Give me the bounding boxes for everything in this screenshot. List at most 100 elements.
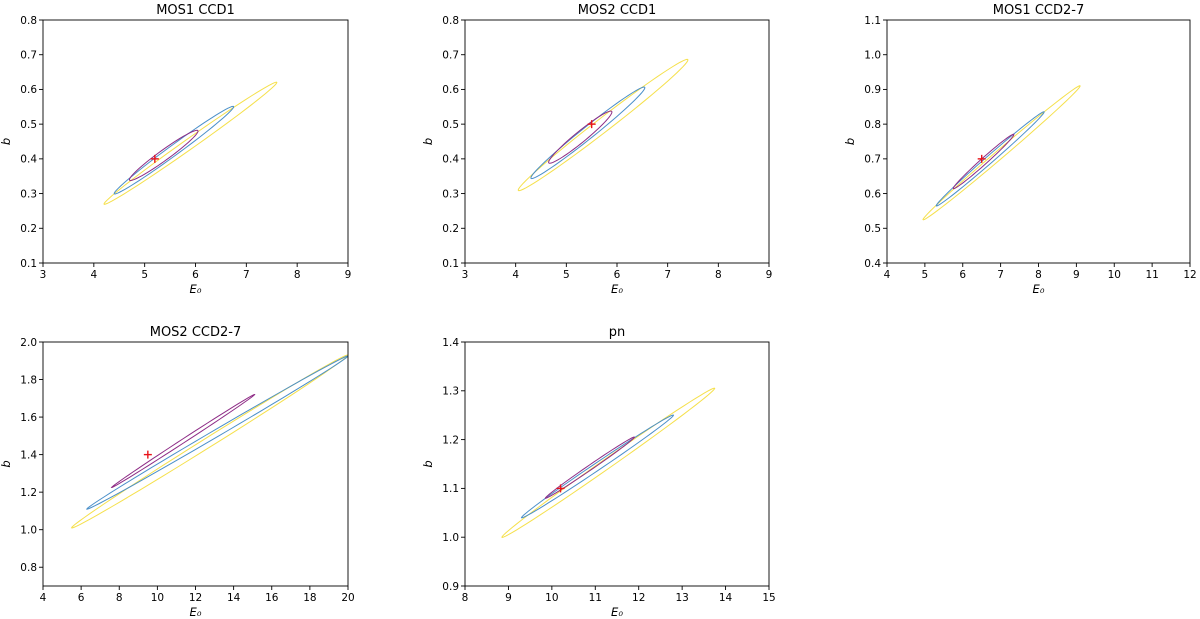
panel-title: MOS2 CCD1	[578, 3, 657, 18]
x-tick-label: 6	[78, 592, 85, 604]
panel-title: pn	[609, 325, 626, 340]
panel-3: 4 6 8 10 12 14 16 18 20 0.8 1.0 1.2 1.4 1.6 1.8 2.0 MOS2…	[0, 325, 355, 619]
panel-title: MOS2 CCD2-7	[150, 325, 242, 340]
y-tick-label: 0.1	[20, 258, 37, 270]
x-axis-label: E₀	[611, 605, 623, 619]
x-tick-label: 3	[40, 269, 47, 281]
contour-inner	[544, 436, 635, 499]
contour-inner	[110, 394, 256, 488]
axes-frame	[42, 341, 349, 587]
x-tick-label: 7	[243, 269, 250, 281]
y-axis-label: b	[421, 138, 435, 145]
y-tick-label: 0.3	[442, 188, 459, 200]
y-tick-label: 0.5	[20, 119, 37, 131]
y-tick-label: 1.0	[442, 532, 459, 544]
x-tick-label: 10	[1108, 269, 1121, 281]
y-tick-label: 0.5	[864, 223, 881, 235]
best-fit-marker	[150, 154, 159, 163]
panel-1: 3 4 5 6 7 8 9 0.1 0.2 0.3 0.4 0.5 0.6 0.7 0.8 MOS2 CCD1…	[421, 3, 772, 296]
y-tick-label: 0.3	[20, 188, 37, 200]
y-tick-label: 1.1	[864, 15, 881, 27]
y-tick-label: 1.4	[20, 449, 37, 461]
y-tick-label: 0.4	[864, 258, 881, 270]
contour-outer	[517, 58, 689, 192]
x-tick-label: 16	[265, 592, 279, 604]
x-tick-label: 7	[997, 269, 1004, 281]
axes-frame	[464, 341, 770, 587]
y-axis-label: b	[0, 460, 13, 467]
x-tick-label: 4	[884, 269, 891, 281]
y-tick-label: 1.8	[20, 374, 37, 386]
x-tick-label: 6	[959, 269, 966, 281]
x-tick-label: 4	[90, 269, 97, 281]
panel-title: MOS1 CCD2-7	[993, 3, 1085, 18]
x-tick-label: 8	[1035, 269, 1042, 281]
x-axis-label: E₀	[190, 282, 202, 296]
x-tick-label: 9	[766, 269, 773, 281]
x-tick-label: 5	[922, 269, 929, 281]
y-tick-label: 0.8	[20, 15, 37, 27]
contour-outer	[922, 85, 1081, 221]
axes-frame	[886, 19, 1191, 264]
y-tick-label: 0.8	[20, 562, 37, 574]
x-tick-label: 9	[1073, 269, 1080, 281]
y-tick-label: 0.9	[442, 581, 459, 593]
contour-group	[501, 387, 716, 538]
x-tick-label: 6	[614, 269, 621, 281]
x-axis-label: E₀	[190, 605, 202, 619]
contour-outer	[501, 387, 716, 538]
y-tick-label: 0.8	[442, 15, 459, 27]
x-tick-label: 4	[512, 269, 519, 281]
x-tick-label: 8	[715, 269, 722, 281]
contour-middle	[113, 105, 235, 195]
y-tick-label: 1.4	[442, 337, 459, 349]
x-tick-label: 9	[345, 269, 352, 281]
x-axis-label: E₀	[1033, 282, 1045, 296]
x-tick-label: 8	[462, 592, 469, 604]
y-tick-label: 1.0	[864, 50, 881, 62]
y-tick-label: 0.9	[864, 84, 881, 96]
best-fit-marker	[977, 154, 986, 163]
y-tick-label: 1.0	[20, 524, 37, 536]
y-tick-label: 0.6	[442, 84, 459, 96]
x-tick-label: 12	[189, 592, 202, 604]
x-tick-label: 13	[675, 592, 688, 604]
x-axis-label: E₀	[611, 282, 623, 296]
x-tick-label: 12	[632, 592, 645, 604]
x-tick-label: 15	[762, 592, 775, 604]
y-tick-label: 0.6	[20, 84, 37, 96]
y-tick-label: 1.2	[442, 434, 459, 446]
y-tick-label: 0.6	[864, 188, 881, 200]
contour-middle	[530, 86, 646, 180]
x-tick-label: 5	[563, 269, 570, 281]
best-fit-marker	[143, 450, 152, 459]
x-tick-label: 11	[1145, 269, 1158, 281]
y-tick-label: 0.7	[442, 50, 459, 62]
x-tick-label: 8	[294, 269, 301, 281]
y-axis-label: b	[843, 138, 857, 145]
contour-inner	[952, 133, 1015, 190]
contour-middle	[935, 111, 1045, 207]
y-tick-label: 0.5	[442, 119, 459, 131]
axes-frame	[464, 19, 770, 264]
y-tick-label: 2.0	[20, 337, 37, 349]
y-tick-label: 0.4	[20, 154, 37, 166]
x-tick-label: 14	[719, 592, 733, 604]
y-tick-label: 0.8	[864, 119, 881, 131]
contour-inner	[128, 129, 199, 181]
y-tick-label: 0.7	[864, 154, 881, 166]
y-tick-label: 1.2	[20, 487, 37, 499]
x-tick-label: 18	[303, 592, 316, 604]
contour-group	[103, 81, 278, 205]
x-tick-label: 10	[151, 592, 164, 604]
x-tick-label: 9	[505, 592, 512, 604]
x-tick-label: 10	[545, 592, 558, 604]
contour-middle	[520, 414, 675, 519]
panel-4: 8 9 10 11 12 13 14 15 0.9 1.0 1.1 1.2 1.3 1.4 pn E₀ b	[421, 325, 776, 619]
y-tick-label: 0.7	[20, 50, 37, 62]
x-tick-label: 12	[1183, 269, 1196, 281]
contour-inner	[548, 110, 613, 164]
x-tick-label: 8	[116, 592, 123, 604]
y-tick-label: 0.2	[442, 223, 459, 235]
